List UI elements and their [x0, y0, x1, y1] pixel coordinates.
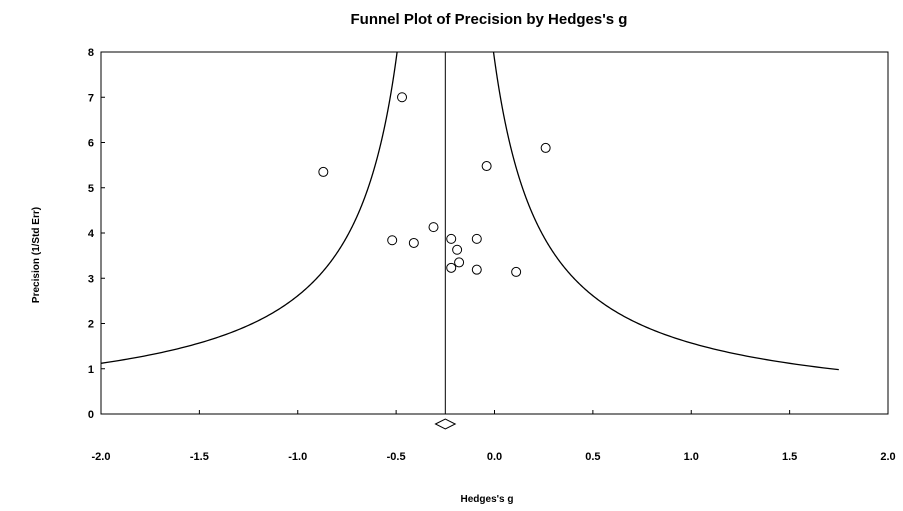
study-point: [387, 235, 398, 246]
x-tick-label: -0.5: [387, 451, 406, 463]
y-tick-label: 2: [88, 319, 94, 331]
funnel-right-limit: [492, 51, 839, 371]
y-tick-label: 8: [88, 47, 94, 59]
study-point: [446, 233, 457, 244]
x-tick-label: -2.0: [92, 451, 111, 463]
study-point: [471, 233, 482, 244]
chart-title: Funnel Plot of Precision by Hedges's g: [351, 11, 628, 28]
study-point: [408, 237, 419, 248]
y-tick-label: 6: [88, 138, 94, 150]
y-axis-ticks: 0 1 2 3 4 5 6 7 8: [88, 47, 105, 421]
y-tick-label: 5: [88, 183, 94, 195]
study-point: [471, 264, 482, 275]
funnel-left-limit: [100, 51, 398, 364]
y-axis-title: Precision (1/Std Err): [31, 207, 42, 303]
x-tick-label: 1.0: [684, 451, 699, 463]
study-point: [397, 92, 408, 103]
study-point: [446, 262, 457, 273]
summary-diamond: [434, 418, 457, 430]
y-tick-label: 3: [88, 273, 94, 285]
x-tick-label: -1.5: [190, 451, 209, 463]
x-axis-title: Hedges's g: [461, 494, 514, 505]
study-point: [428, 222, 439, 233]
study-point: [481, 161, 492, 172]
x-tick-label: 0.5: [585, 451, 600, 463]
study-point: [540, 142, 551, 153]
study-point: [318, 166, 329, 177]
y-tick-label: 1: [88, 364, 94, 376]
y-tick-label: 4: [88, 228, 95, 240]
x-tick-label: 2.0: [880, 451, 895, 463]
study-point: [511, 266, 522, 277]
x-tick-label: -1.0: [288, 451, 307, 463]
y-tick-label: 0: [88, 409, 94, 421]
x-tick-label: 0.0: [487, 451, 502, 463]
x-tick-label: 1.5: [782, 451, 797, 463]
study-point: [454, 257, 465, 268]
y-tick-label: 7: [88, 92, 94, 104]
study-points: [318, 92, 551, 277]
x-axis-ticks: -2.0 -1.5 -1.0 -0.5 0.0 0.5 1.0 1.5 2.0: [92, 410, 896, 463]
study-point: [452, 244, 463, 255]
